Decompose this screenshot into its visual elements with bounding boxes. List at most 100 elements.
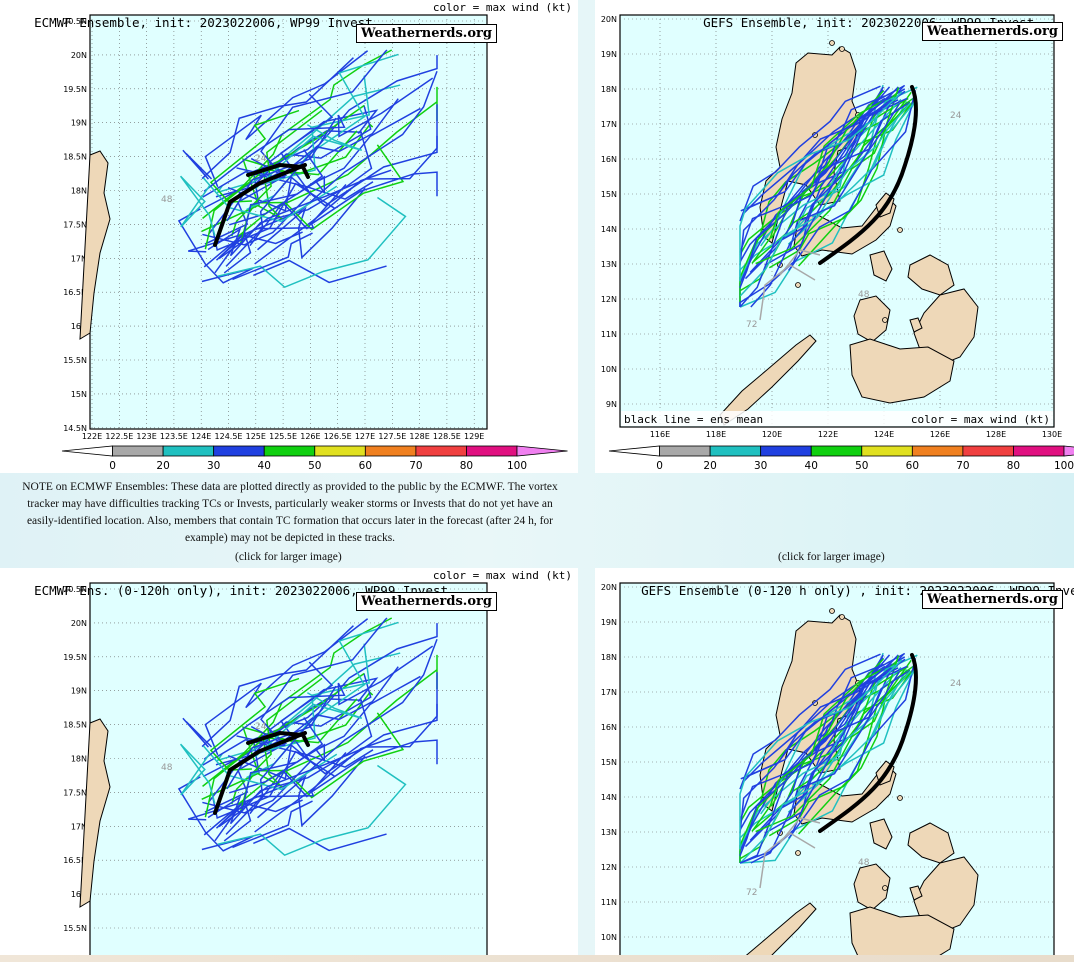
- lat-tick-label: 15.5N: [63, 924, 87, 933]
- member-track: [739, 85, 881, 222]
- lon-tick-label: 125E: [246, 432, 266, 441]
- lon-tick-label: 116E: [650, 430, 670, 439]
- member-track: [202, 177, 338, 223]
- islet: [839, 614, 845, 620]
- colorbar-label: 80: [460, 460, 473, 472]
- member-track: [201, 57, 354, 180]
- member-track: [179, 743, 216, 804]
- colorbar-segment: [962, 445, 1014, 457]
- ecmwf-ensemble-panel[interactable]: 20.5N 20N 19.5N 19N 18.5N 18N 17.5N 17N 16.5N 16N…: [0, 0, 578, 473]
- lat-tick-label: 17N: [71, 822, 87, 831]
- lat-tick-label: 20.5N: [63, 17, 87, 26]
- hour-label: 24: [255, 722, 267, 732]
- hour-label: 24: [950, 111, 962, 121]
- member-track: [257, 187, 366, 260]
- member-track: [751, 666, 887, 832]
- member-track: [748, 95, 884, 209]
- islet: [882, 885, 888, 891]
- gefs-120h-track-map: 20N 19N 18N 17N 16N 15N 14N 13N 12N 11N 10N 72 48 24: [601, 582, 1055, 955]
- islet: [882, 317, 888, 323]
- lon-tick-label: 120E: [762, 430, 782, 439]
- gefs-ensemble-panel[interactable]: 20N 19N 18N 17N 16N 15N 14N 13N 12N 11N 10N 9N 116E 1…: [595, 0, 1074, 473]
- colorbar-segment: [213, 445, 265, 457]
- island: [907, 254, 955, 296]
- lat-tick-label: 19.5N: [63, 85, 87, 94]
- lat-tick-label: 16N: [601, 155, 617, 164]
- ensemble-tracks: [739, 652, 918, 889]
- lat-tick-label: 17N: [601, 688, 617, 697]
- colorbar-segment: [415, 445, 467, 457]
- member-track: [739, 101, 908, 308]
- lon-tick-label: 128E: [986, 430, 1006, 439]
- lat-tick-label: 15.5N: [63, 356, 87, 365]
- colorbar-label: 30: [754, 460, 767, 472]
- member-track: [254, 737, 392, 833]
- weathernerds-logo: Weathernerds.org: [356, 592, 497, 611]
- lat-tick-label: 16N: [71, 890, 87, 899]
- member-track: [739, 101, 914, 256]
- island: [869, 818, 893, 850]
- land: [719, 40, 979, 426]
- member-track: [800, 671, 901, 789]
- member-track: [811, 667, 917, 786]
- member-track: [811, 99, 917, 218]
- lat-tick-label: 20N: [601, 15, 617, 24]
- ecmwf-120h-panel[interactable]: 20.5N 20N 19.5N 19N 18.5N 18N 17.5N 17N 16.5N 16N…: [0, 568, 578, 955]
- lat-tick-label: 18N: [601, 653, 617, 662]
- member-track: [204, 50, 369, 188]
- lat-tick-label: 10N: [601, 365, 617, 374]
- ecmwf-wind-legend-label: color = max wind (kt): [432, 1, 572, 14]
- lon-tick-label: 122.5E: [105, 432, 133, 441]
- member-track: [201, 625, 354, 748]
- member-track: [241, 691, 374, 771]
- colorbar-label: 20: [703, 460, 716, 472]
- colorbar-label: 0: [656, 460, 663, 472]
- ensemble-mean-track-hook: [246, 162, 310, 179]
- colorbar-label: 70: [956, 460, 969, 472]
- weathernerds-logo: Weathernerds.org: [356, 24, 497, 43]
- lon-tick-label: 123E: [136, 432, 156, 441]
- member-track: [201, 104, 365, 233]
- weathernerds-logo: Weathernerds.org: [922, 590, 1063, 609]
- member-track: [217, 196, 407, 289]
- inner-label-strip: [621, 411, 1053, 426]
- member-track: [254, 692, 363, 758]
- member-track: [231, 109, 323, 237]
- ecmwf-click-link[interactable]: (click for larger image): [235, 551, 342, 563]
- lat-tick-label: 19N: [71, 687, 87, 696]
- member-track: [201, 672, 365, 801]
- hour-label: 24: [950, 679, 962, 689]
- lat-tick-label: 16.5N: [63, 288, 87, 297]
- map-ocean: [89, 14, 488, 430]
- member-track: [226, 117, 337, 222]
- member-track: [253, 827, 387, 852]
- lat-tick-label: 12N: [601, 863, 617, 872]
- island: [849, 906, 955, 955]
- lat-tick-label: 15N: [71, 390, 87, 399]
- ens-mean-label: black line = ens mean: [624, 413, 763, 426]
- lon-tick-label: 122E: [818, 430, 838, 439]
- ensemble-mean-track: [818, 85, 918, 265]
- colorbar-label: 30: [207, 460, 220, 472]
- member-track: [751, 98, 887, 264]
- colorbar-segment: [861, 445, 913, 457]
- colorbar-label: 50: [308, 460, 321, 472]
- member-track: [204, 618, 369, 756]
- colorbar-segment: [1013, 445, 1065, 457]
- colorbar-segment: [364, 445, 417, 457]
- islet: [839, 46, 845, 52]
- member-track: [739, 653, 881, 790]
- member-track: [218, 149, 324, 260]
- lat-tick-label: 17N: [601, 120, 617, 129]
- member-track: [232, 800, 313, 849]
- gefs-120h-panel[interactable]: 20N 19N 18N 17N 16N 15N 14N 13N 12N 11N 10N 72 48 24 …: [595, 568, 1074, 955]
- member-track: [739, 99, 899, 266]
- colorbar-segment: [314, 445, 366, 457]
- hour-label: 72: [746, 320, 757, 330]
- gefs-click-link[interactable]: (click for larger image): [778, 551, 885, 563]
- lat-tick-label: 14.5N: [63, 424, 87, 433]
- map-ocean: [89, 582, 488, 955]
- lat-tick-label: 18.5N: [63, 153, 87, 162]
- member-track: [254, 169, 392, 265]
- lat-tick-label: 16.5N: [63, 856, 87, 865]
